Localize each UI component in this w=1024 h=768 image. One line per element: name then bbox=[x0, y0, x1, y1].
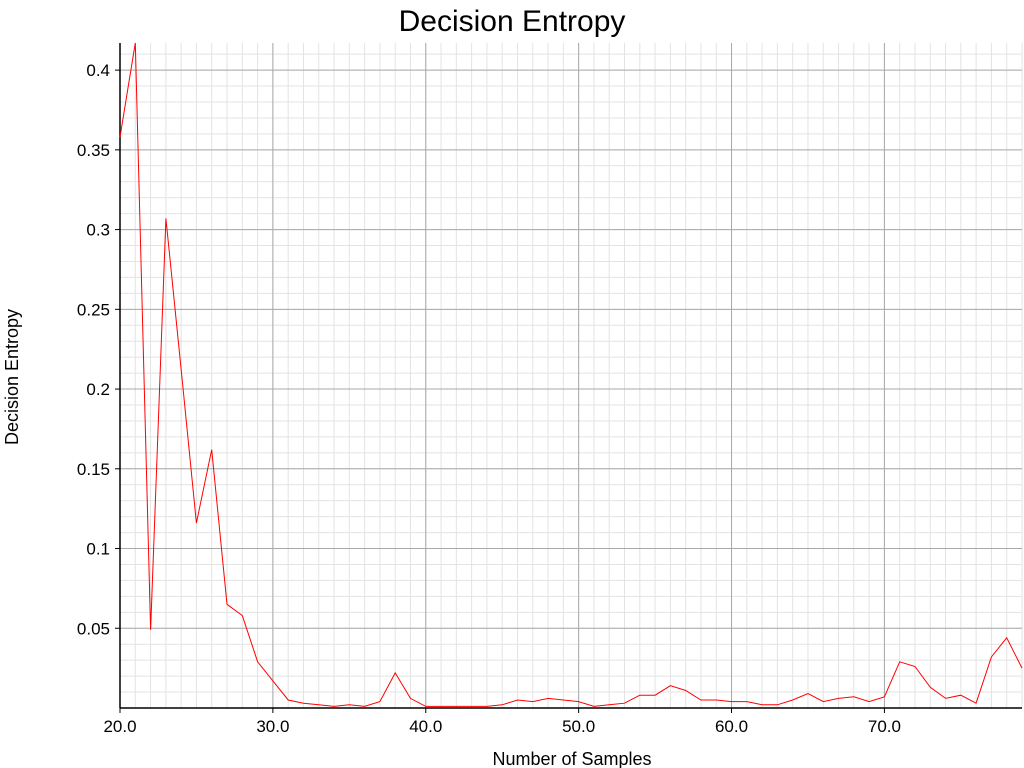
y-tick-label: 0.2 bbox=[86, 380, 110, 399]
major-gridlines bbox=[119, 43, 1022, 708]
x-tick-label: 60.0 bbox=[715, 717, 748, 736]
x-tick-label: 40.0 bbox=[409, 717, 442, 736]
chart-title: Decision Entropy bbox=[399, 5, 626, 38]
minor-gridlines bbox=[119, 43, 1023, 708]
x-axis-label: Number of Samples bbox=[492, 749, 651, 768]
y-axis-label: Decision Entropy bbox=[2, 309, 22, 445]
y-tick-label: 0.15 bbox=[77, 460, 110, 479]
x-tick-label: 50.0 bbox=[562, 717, 595, 736]
y-tick-label: 0.1 bbox=[86, 540, 110, 559]
y-tick-label: 0.25 bbox=[77, 300, 110, 319]
tick-labels: 20.0 30.0 40.0 50.0 60.0 70.0 0.05 0.1 0.15 0.2 0.… bbox=[77, 61, 901, 736]
y-tick-label: 0.35 bbox=[77, 141, 110, 160]
y-tick-label: 0.3 bbox=[86, 221, 110, 240]
y-tick-label: 0.05 bbox=[77, 619, 110, 638]
series-layer bbox=[119, 42, 1023, 707]
x-tick-label: 70.0 bbox=[868, 717, 901, 736]
series-line-decision-entropy bbox=[119, 42, 1023, 707]
x-tick-label: 20.0 bbox=[103, 717, 136, 736]
axes bbox=[119, 43, 1022, 709]
y-tick-label: 0.4 bbox=[86, 61, 110, 80]
x-tick-label: 30.0 bbox=[256, 717, 289, 736]
